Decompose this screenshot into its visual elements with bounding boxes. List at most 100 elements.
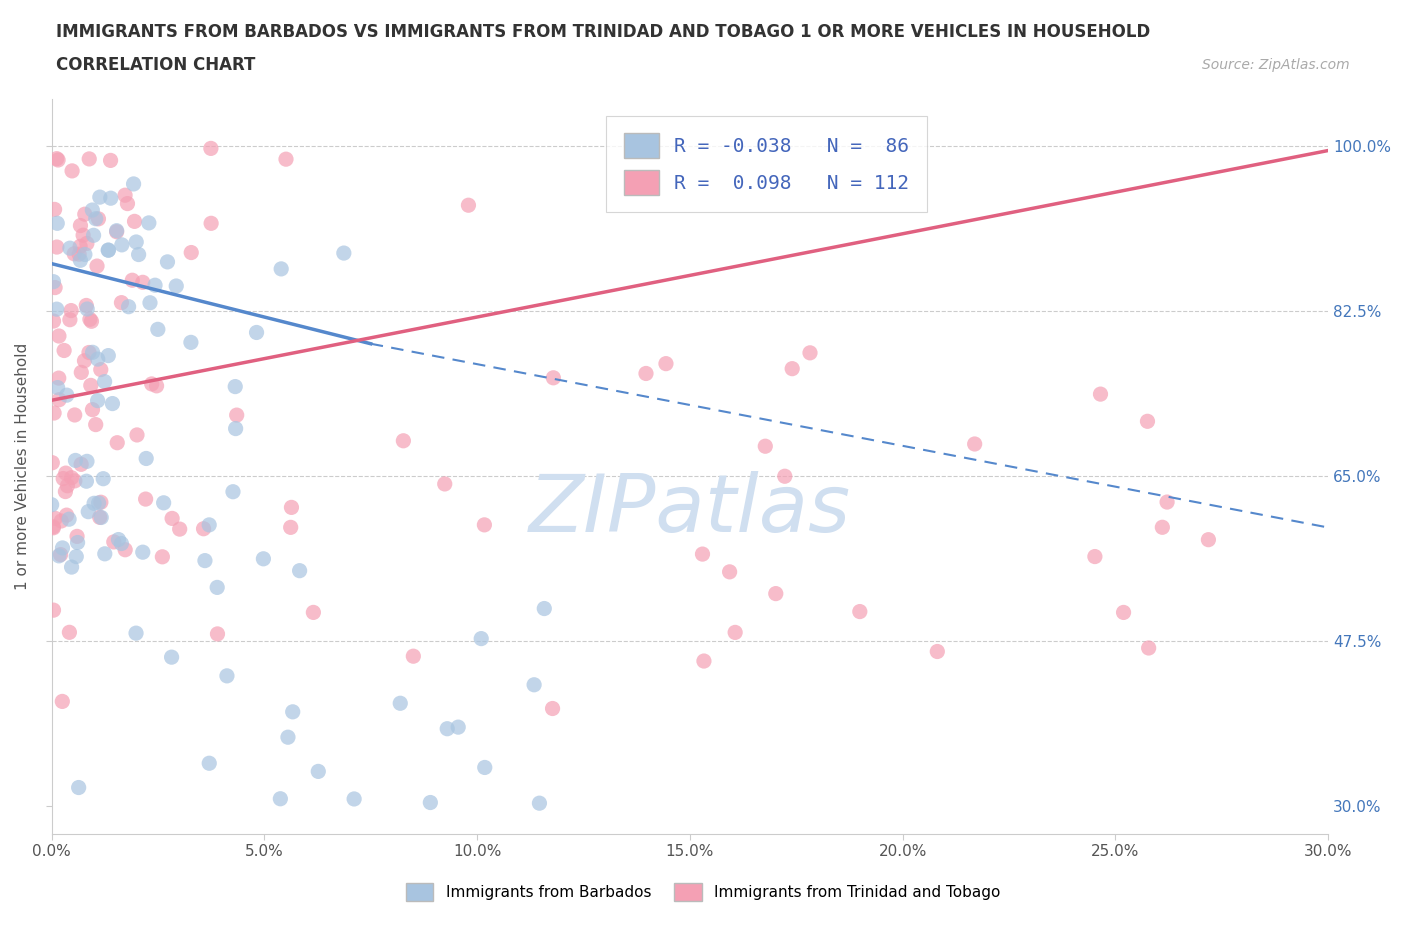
Point — [76, 301, 98, 316]
Point — [927, 644, 949, 659]
Point — [87, 211, 110, 226]
Point — [55, 485, 77, 499]
Point — [51, 540, 73, 555]
Point — [76, 454, 98, 469]
Point — [215, 669, 238, 684]
Point — [963, 436, 986, 451]
Point — [121, 272, 143, 287]
Point — [63, 407, 86, 422]
Point — [180, 335, 202, 350]
Point — [125, 234, 148, 249]
Point — [541, 701, 564, 716]
Point — [433, 476, 456, 491]
Point — [105, 435, 128, 450]
Point — [84, 418, 107, 432]
Point — [48, 371, 70, 386]
Point — [655, 356, 678, 371]
Point — [724, 625, 747, 640]
Point — [69, 239, 91, 254]
Point — [252, 551, 274, 566]
Point — [145, 379, 167, 393]
Point — [799, 345, 821, 360]
Point — [634, 366, 657, 381]
Point — [114, 542, 136, 557]
Point — [80, 378, 103, 392]
Point — [152, 496, 174, 511]
Point — [343, 791, 366, 806]
Point — [87, 352, 110, 366]
Point — [52, 472, 75, 486]
Point — [101, 396, 124, 411]
Point — [45, 152, 67, 166]
Point — [48, 549, 70, 564]
Point — [46, 380, 69, 395]
Point — [269, 791, 291, 806]
Point — [49, 547, 72, 562]
Point — [1136, 414, 1159, 429]
Point — [46, 153, 69, 167]
Point — [46, 216, 69, 231]
Point — [90, 510, 112, 525]
Point — [55, 388, 77, 403]
Point — [93, 374, 115, 389]
Point — [138, 216, 160, 231]
Point — [66, 529, 89, 544]
Point — [86, 393, 108, 408]
Point — [45, 240, 67, 255]
Point — [86, 259, 108, 273]
Point — [48, 392, 70, 407]
Point — [222, 485, 245, 499]
Point — [60, 164, 83, 179]
Point — [111, 237, 134, 252]
Point — [103, 535, 125, 550]
Point — [77, 504, 100, 519]
Point — [280, 520, 302, 535]
Point — [65, 453, 87, 468]
Point — [67, 246, 90, 261]
Point — [72, 228, 94, 243]
Text: IMMIGRANTS FROM BARBADOS VS IMMIGRANTS FROM TRINIDAD AND TOBAGO 1 OR MORE VEHICL: IMMIGRANTS FROM BARBADOS VS IMMIGRANTS F… — [56, 23, 1150, 41]
Point — [165, 279, 187, 294]
Point — [79, 312, 101, 326]
Point — [402, 649, 425, 664]
Point — [225, 421, 247, 436]
Point — [277, 730, 299, 745]
Y-axis label: 1 or more Vehicles in Household: 1 or more Vehicles in Household — [15, 342, 30, 590]
Point — [692, 547, 714, 562]
Point — [457, 198, 479, 213]
Point — [90, 362, 112, 377]
Point — [194, 553, 217, 568]
Point — [693, 654, 716, 669]
Point — [205, 580, 228, 595]
Point — [56, 478, 79, 493]
Point — [288, 564, 311, 578]
Point — [193, 522, 215, 537]
Point — [42, 405, 65, 420]
Text: CORRELATION CHART: CORRELATION CHART — [56, 56, 256, 73]
Point — [97, 243, 120, 258]
Point — [82, 203, 104, 218]
Point — [117, 299, 139, 314]
Point — [73, 353, 96, 368]
Point — [77, 152, 100, 166]
Point — [128, 247, 150, 262]
Point — [543, 370, 565, 385]
Point — [146, 322, 169, 337]
Point — [389, 696, 412, 711]
Point — [51, 694, 73, 709]
Point — [100, 191, 122, 206]
Point — [143, 278, 166, 293]
Point — [80, 313, 103, 328]
Point — [1084, 549, 1107, 564]
Point — [780, 361, 803, 376]
Point — [82, 402, 104, 417]
Point — [110, 536, 132, 551]
Point — [1137, 641, 1160, 656]
Point — [198, 517, 221, 532]
Point — [97, 348, 120, 363]
Point — [51, 513, 73, 528]
Point — [436, 722, 458, 737]
Point — [90, 495, 112, 510]
Point — [110, 295, 132, 310]
Point — [70, 457, 93, 472]
